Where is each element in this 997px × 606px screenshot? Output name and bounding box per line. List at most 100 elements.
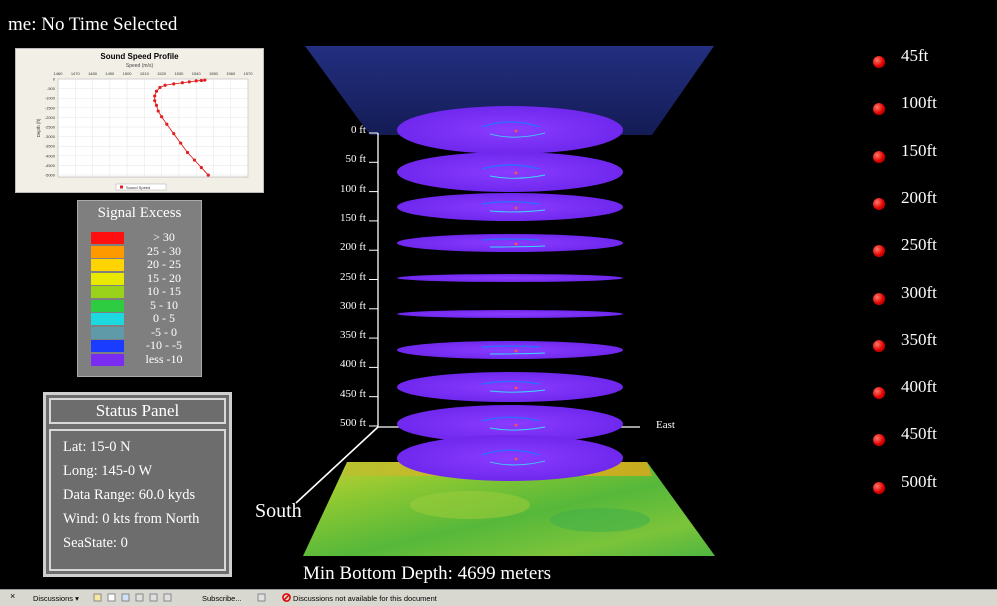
depth-legend-label[interactable]: 150ft xyxy=(901,140,937,160)
x-tick-label: 1570 xyxy=(244,71,254,76)
depth-legend-label[interactable]: 45ft xyxy=(901,46,929,65)
signal-excess-disc[interactable] xyxy=(397,274,623,282)
legend-swatch xyxy=(91,232,124,244)
depth-legend-label[interactable]: 350ft xyxy=(901,329,937,349)
legend-swatch xyxy=(120,185,123,189)
min-bottom-depth: Min Bottom Depth: 4699 meters xyxy=(303,563,552,584)
edit-discussion-icon[interactable] xyxy=(121,593,130,602)
x-tick-label: 1520 xyxy=(157,71,167,76)
discussions-label: Discussions xyxy=(33,594,74,603)
signal-contour xyxy=(489,426,546,431)
y-tick-label: -4000 xyxy=(45,153,56,158)
depth-legend-dot[interactable] xyxy=(873,434,885,447)
sea-floor-patch xyxy=(550,508,650,532)
legend-label: -5 - 0 xyxy=(151,324,177,339)
depth-legend-dot[interactable] xyxy=(873,150,885,163)
depth-legend-dot[interactable] xyxy=(873,197,885,210)
data-range: Data Range: 60.0 kyds xyxy=(63,487,196,503)
insert-discussion-icon[interactable] xyxy=(93,593,102,602)
sonar-beam-cone xyxy=(305,46,714,135)
legend-row: 15 - 20 xyxy=(91,271,199,285)
x-tick-label: 1530 xyxy=(174,71,184,76)
depth-legend-label[interactable]: 400ft xyxy=(901,377,937,397)
sound-speed-profile-chart: Sound Speed Profile Speed (m/s) 1460 1470… xyxy=(15,48,264,193)
y-tick-label: -3500 xyxy=(45,144,56,149)
subscribe-button[interactable]: Subscribe... xyxy=(202,594,242,603)
depth-legend-label[interactable]: 450ft xyxy=(901,424,937,444)
legend-row: 0 - 5 xyxy=(91,311,199,325)
legend-row: 5 - 10 xyxy=(91,297,199,312)
wind: Wind: 0 kts from North xyxy=(63,511,200,527)
sound-speed-point xyxy=(180,81,184,85)
x-tick-label: 1550 xyxy=(209,71,219,76)
depth-legend-dot[interactable] xyxy=(873,245,885,258)
legend-swatch xyxy=(91,353,124,366)
status-panel-body: Lat: 15-0 N Long: 145-0 W Data Range: 60… xyxy=(49,429,226,571)
x-tick-label: 1500 xyxy=(123,71,133,76)
depth-legend-dot[interactable] xyxy=(873,387,885,400)
discuss-icon[interactable] xyxy=(163,593,172,602)
source-marker xyxy=(514,386,518,390)
y-tick-label: -1000 xyxy=(45,96,56,101)
show-hide-pane-icon[interactable] xyxy=(257,593,266,602)
signal-excess-disc[interactable] xyxy=(397,106,623,154)
legend-row: 20 - 25 xyxy=(91,257,199,271)
sound-speed-point xyxy=(187,80,191,84)
signal-contour xyxy=(481,380,541,385)
signal-excess-disc[interactable] xyxy=(397,152,623,192)
source-marker xyxy=(514,206,518,210)
x-tick-label: 1560 xyxy=(226,71,236,76)
depth-axis-label: 150 ft xyxy=(340,211,366,224)
depth-legend-dot[interactable] xyxy=(873,339,885,352)
legend-row: 10 - 15 xyxy=(91,284,199,298)
sound-speed-point xyxy=(172,132,176,136)
status-panel-title: Status Panel xyxy=(49,398,226,424)
depth-legend-label[interactable]: 300ft xyxy=(901,282,937,302)
close-icon[interactable]: × xyxy=(10,591,16,601)
plot-area xyxy=(57,78,249,178)
sea-floor-patch xyxy=(410,491,530,519)
legend-row: 25 - 30 xyxy=(91,244,199,258)
south-axis-line xyxy=(295,426,379,504)
signal-contour xyxy=(481,200,541,205)
legend-label: -10 - -5 xyxy=(146,338,182,352)
depth-axis-label: 350 ft xyxy=(340,329,366,342)
legend-row: > 30 xyxy=(91,230,199,244)
depth-legend-label[interactable]: 200ft xyxy=(901,187,937,207)
y-tick-label: -4500 xyxy=(45,163,56,168)
signal-excess-disc[interactable] xyxy=(397,193,623,221)
sound-speed-point xyxy=(165,122,169,126)
discussions-menu[interactable]: Discussions ▾ xyxy=(33,594,79,603)
depth-legend-dot[interactable] xyxy=(873,103,885,116)
expand-icon[interactable] xyxy=(135,593,144,602)
x-tick-label: 1490 xyxy=(105,71,115,76)
signal-excess-disc[interactable] xyxy=(397,405,623,443)
signal-excess-disc[interactable] xyxy=(397,234,623,252)
sound-speed-point xyxy=(192,158,197,162)
depth-legend-dot[interactable] xyxy=(873,481,885,494)
depth-legend-label[interactable]: 100ft xyxy=(901,93,937,113)
chart-title: Sound Speed Profile xyxy=(100,52,179,61)
signal-excess-disc[interactable] xyxy=(397,310,623,318)
source-marker xyxy=(514,242,518,246)
collapse-icon[interactable] xyxy=(149,593,158,602)
legend-label: 5 - 10 xyxy=(150,297,178,312)
sound-speed-point xyxy=(160,115,164,119)
signal-excess-disc[interactable] xyxy=(397,341,623,359)
depth-legend-label[interactable]: 500ft xyxy=(901,471,937,491)
depth-axis-label: 300 ft xyxy=(340,299,366,312)
signal-excess-disc[interactable] xyxy=(397,372,623,402)
sound-speed-plot: 1460 1470 1480 1490 1500 1510 1520 1530 1540 1550… xyxy=(36,71,254,191)
depth-legend-label[interactable]: 250ft xyxy=(901,235,937,255)
depth-legend-dot[interactable] xyxy=(873,292,885,305)
source-marker xyxy=(514,129,518,133)
x-tick-label: 1510 xyxy=(140,71,150,76)
depth-legend-dot[interactable] xyxy=(873,56,885,68)
discussions-status: Discussions not available for this docum… xyxy=(293,594,437,603)
signal-excess-disc[interactable] xyxy=(397,435,623,481)
insert-file-icon[interactable] xyxy=(107,593,116,602)
depth-axis-label: 400 ft xyxy=(340,358,366,371)
legend-swatch xyxy=(91,245,124,258)
legend-swatch xyxy=(91,259,124,271)
